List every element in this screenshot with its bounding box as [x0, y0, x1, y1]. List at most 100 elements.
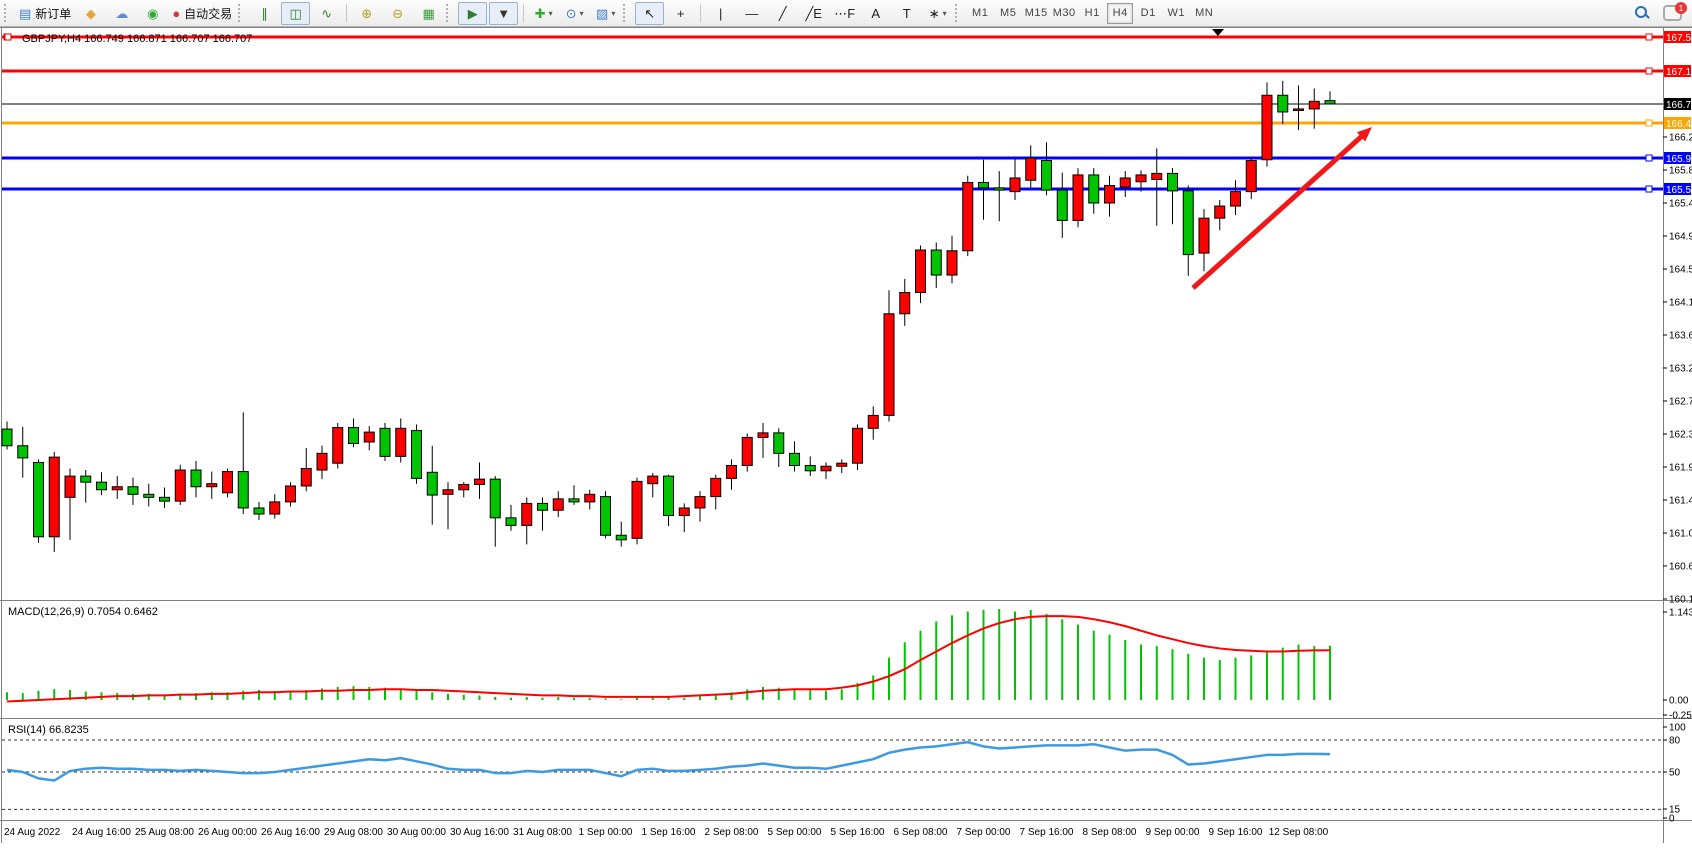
new-order-button[interactable]: ▤ 新订单	[16, 2, 74, 25]
search-icon[interactable]	[1635, 6, 1650, 20]
toolbar-grip[interactable]	[4, 4, 11, 22]
vertical-line-button[interactable]: |	[706, 2, 735, 25]
cursor-button[interactable]: ↖	[635, 1, 665, 25]
candle-bullish	[757, 432, 769, 438]
text-button[interactable]: A	[861, 2, 890, 25]
chart-shift-marker[interactable]	[1212, 29, 1224, 36]
profile-button[interactable]: ☁	[107, 2, 136, 25]
toolbar-grip[interactable]	[955, 4, 962, 22]
text-label-button[interactable]: T	[892, 2, 921, 25]
candle-bullish	[584, 493, 596, 503]
chart-shift-button[interactable]: ▼	[489, 1, 519, 25]
timeframe-m1[interactable]: M1	[972, 7, 989, 19]
zoom-out-button[interactable]: ⊖	[383, 2, 412, 25]
candle-bearish	[537, 502, 548, 511]
time-axis-label: 24 Aug 16:00	[72, 827, 131, 838]
chart-background	[0, 27, 1692, 849]
paint-bucket-button[interactable]: ◆	[76, 2, 105, 25]
toolbar-grip[interactable]	[238, 4, 245, 22]
horizontal-line-button[interactable]: —	[737, 2, 766, 25]
support-line-2-price-label: 165.584	[1666, 185, 1692, 196]
candle-bullish	[316, 452, 328, 471]
candle-bullish	[1151, 172, 1163, 180]
candle-bullish	[946, 250, 958, 276]
object-anchor-marker	[4, 33, 12, 41]
time-axis-label: 2 Sep 08:00	[705, 827, 759, 838]
timeframe-m15[interactable]: M15	[1024, 7, 1048, 19]
timeframe-m30[interactable]: M30	[1052, 7, 1076, 19]
candle-bearish	[978, 182, 989, 189]
candle-bullish	[836, 462, 848, 467]
timeframe-mn[interactable]: MN	[1195, 7, 1214, 19]
candle-bearish	[930, 249, 942, 276]
timeframe-h1[interactable]: H1	[1084, 7, 1100, 19]
period-button[interactable]: ⊙ ▾	[560, 2, 589, 25]
horizontal-line-icon: —	[745, 5, 759, 21]
time-axis-label: 12 Sep 08:00	[1269, 827, 1329, 838]
bar-chart-button[interactable]: ∥	[250, 2, 279, 25]
support-line-1-right-marker[interactable]	[1645, 154, 1653, 162]
candlestick-chart-button[interactable]: ◫	[281, 1, 311, 25]
profile-icon: ☁	[115, 5, 129, 21]
support-line-2-right-marker[interactable]	[1645, 185, 1653, 193]
candle-bearish	[1167, 172, 1178, 192]
orange-level-line-right-marker[interactable]	[1645, 119, 1653, 127]
candle-bearish	[143, 493, 155, 498]
timeframe-m5[interactable]: M5	[1000, 7, 1017, 19]
toolbar-right: 1	[1635, 2, 1687, 21]
auto-scroll-button[interactable]: ▶	[458, 1, 488, 25]
arrows-button[interactable]: ∗ ▾	[923, 2, 952, 25]
timeframe-h4[interactable]: H4	[1107, 2, 1134, 24]
add-indicator-icon: ✚	[534, 5, 546, 21]
add-indicator-button[interactable]: ✚ ▾	[529, 2, 558, 25]
template-button[interactable]: ▨ ▾	[591, 2, 620, 25]
candle-bullish	[285, 485, 296, 503]
fibonacci-button[interactable]: ⋯F	[830, 2, 859, 25]
crosshair-button[interactable]: +	[666, 2, 695, 25]
timeframe-w1[interactable]: W1	[1167, 7, 1185, 19]
candle-bearish	[127, 486, 139, 495]
trend-arrow-head[interactable]	[1356, 127, 1372, 142]
candle-bullish	[1025, 157, 1037, 181]
resistance-line-1-right-marker[interactable]	[1645, 33, 1653, 41]
bar-chart-icon: ∥	[261, 5, 268, 21]
price-tick-label: 165.840	[1669, 166, 1692, 177]
equidistant-channel-button[interactable]: ╱E	[799, 2, 828, 25]
candle-bearish	[568, 498, 580, 503]
timeframe-d1[interactable]: D1	[1140, 7, 1156, 19]
toolbar-grip[interactable]	[623, 4, 630, 22]
trendline-button[interactable]: ╱	[768, 2, 797, 25]
arrows-icon: ∗	[928, 5, 940, 21]
candle-bullish	[867, 414, 879, 429]
price-tick-label: 163.230	[1669, 364, 1692, 375]
resistance-line-1-price-badge	[1664, 31, 1691, 43]
notifications-icon[interactable]: 1	[1663, 2, 1687, 21]
paint-bucket-icon: ◆	[85, 5, 96, 21]
support-line-1-price-badge	[1664, 152, 1691, 164]
fibonacci-icon: ⋯F	[834, 5, 856, 21]
toolbar-grip[interactable]	[446, 4, 453, 22]
notification-badge: 1	[1675, 2, 1687, 14]
candle-bearish	[804, 464, 816, 472]
candle-bearish	[789, 452, 800, 466]
candle-bullish	[363, 431, 375, 443]
candle-bearish	[96, 481, 107, 491]
price-tick-label: 163.660	[1669, 331, 1692, 342]
time-axis-label: 26 Aug 00:00	[198, 827, 257, 838]
candle-bullish	[726, 464, 737, 479]
vertical-line-icon: |	[718, 5, 723, 21]
time-axis-label: 25 Aug 08:00	[135, 827, 194, 838]
candle-bearish	[663, 475, 674, 517]
trend-arrow[interactable]	[1191, 130, 1368, 290]
candle-bearish	[33, 461, 44, 538]
zoom-in-button[interactable]: ⊕	[352, 2, 381, 25]
new-order-icon: ▤	[19, 5, 32, 21]
trendline-icon: ╱	[778, 5, 787, 21]
chart-area[interactable]: 167.588 167.134 166.707 166.461 165.993 165.5…	[0, 27, 1692, 849]
chart-canvas[interactable]: 167.588 167.134 166.707 166.461 165.993 165.5…	[0, 27, 1692, 849]
tile-windows-button[interactable]: ▦	[414, 2, 443, 25]
line-chart-button[interactable]: ∿	[312, 2, 341, 25]
signal-button[interactable]: ◉	[138, 2, 167, 25]
auto-trading-button[interactable]: ● 自动交易	[169, 2, 235, 25]
resistance-line-2-right-marker[interactable]	[1645, 67, 1653, 75]
